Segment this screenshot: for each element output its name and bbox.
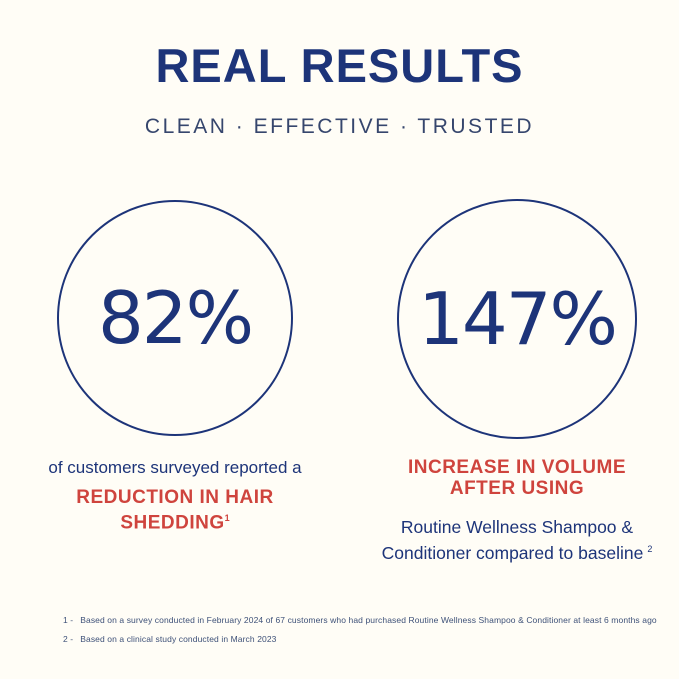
footnote-1-marker: 1 - <box>63 615 74 625</box>
footnote-1-text: Based on a survey conducted in February … <box>80 615 657 625</box>
stat-right-detail-line2: Conditioner compared to baseline <box>381 542 644 563</box>
stat-left-highlight-line2: SHEDDING <box>120 512 225 534</box>
stat-right-detail-line1: Routine Wellness Shampoo & <box>400 517 634 537</box>
stat-left-value: 82% <box>97 276 254 360</box>
stat-left-highlight-line1: REDUCTION IN HAIR <box>76 487 274 509</box>
footnotes: 1 - Based on a survey conducted in Febru… <box>63 615 657 653</box>
stat-right-value: 147% <box>418 277 618 361</box>
footnote-2: 2 - Based on a clinical study conducted … <box>63 634 623 644</box>
stat-right-detail: Routine Wellness Shampoo & Conditioner co… <box>355 516 679 564</box>
stat-left-lead-text: of customers surveyed reported a <box>48 458 302 477</box>
stat-right-highlight-line1: INCREASE IN VOLUME <box>407 457 627 478</box>
stat-left-circle: 82% <box>57 200 293 436</box>
stat-right-highlight-line2: AFTER USING <box>449 478 585 499</box>
stat-right-section: 147% INCREASE IN VOLUME AFTER USING Routi… <box>355 199 679 564</box>
stat-right-highlight: INCREASE IN VOLUME AFTER USING <box>355 457 679 499</box>
footnote-2-marker: 2 - <box>63 634 74 644</box>
footnote-1: 1 - Based on a survey conducted in Febru… <box>63 615 657 625</box>
stat-right-circle: 147% <box>397 199 637 439</box>
footnote-2-text: Based on a clinical study conducted in M… <box>80 634 277 644</box>
stat-left-highlight: REDUCTION IN HAIR SHEDDING1 <box>13 487 337 533</box>
page-title: REAL RESULTS <box>155 39 524 92</box>
stat-left-footnote-ref: 1 <box>224 513 230 524</box>
page-subtitle: CLEAN · EFFECTIVE · TRUSTED <box>144 115 535 138</box>
stat-left-section: 82% of customers surveyed reported a RED… <box>13 200 337 534</box>
stat-right-footnote-ref: 2 <box>647 544 653 554</box>
